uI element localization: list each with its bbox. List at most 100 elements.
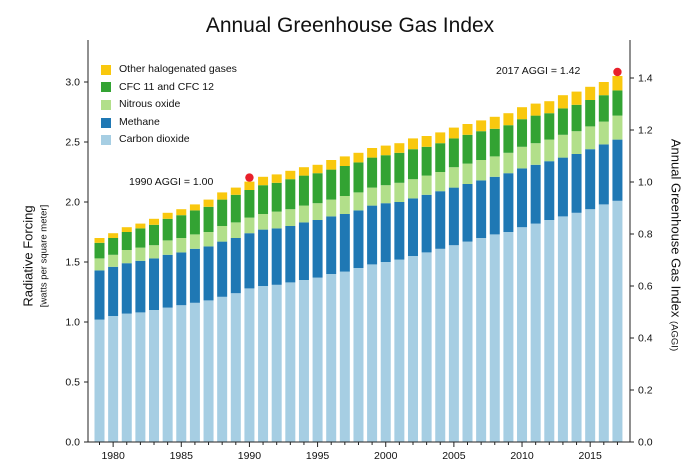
bar-nitrous-oxide-2002 <box>407 179 418 199</box>
bar-nitrous-oxide-1998 <box>353 192 364 211</box>
bar-cfc-11-and-cfc-12-1979 <box>94 242 105 259</box>
y2-axis-label-sub: (AGGI) <box>668 321 680 352</box>
bar-other-halogenated-gases-1986 <box>189 204 200 211</box>
bar-other-halogenated-gases-2014 <box>571 91 582 105</box>
bar-other-halogenated-gases-2006 <box>462 124 473 135</box>
bar-nitrous-oxide-1984 <box>162 240 173 255</box>
bar-nitrous-oxide-2010 <box>517 146 528 169</box>
legend-swatch <box>101 64 111 75</box>
bar-cfc-11-and-cfc-12-1987 <box>203 206 214 232</box>
x-tick-label: 2015 <box>579 450 603 462</box>
bar-other-halogenated-gases-1987 <box>203 199 214 207</box>
y-tick-label: 1.5 <box>65 257 80 269</box>
bar-cfc-11-and-cfc-12-2017 <box>612 90 623 116</box>
legend-item-cfc-11-and-cfc-12: CFC 11 and CFC 12 <box>101 79 237 97</box>
bar-cfc-11-and-cfc-12-1988 <box>217 199 228 226</box>
bar-carbon-dioxide-2010 <box>517 227 528 442</box>
bar-cfc-11-and-cfc-12-1984 <box>162 218 173 241</box>
bar-other-halogenated-gases-1982 <box>135 223 146 229</box>
bar-other-halogenated-gases-1980 <box>108 233 119 238</box>
bar-nitrous-oxide-1990 <box>244 217 255 234</box>
bar-methane-2010 <box>517 168 528 228</box>
bar-methane-2012 <box>544 161 555 220</box>
bar-cfc-11-and-cfc-12-1985 <box>176 215 187 238</box>
bar-cfc-11-and-cfc-12-1990 <box>244 190 255 218</box>
y2-tick-label: 0.6 <box>638 281 653 293</box>
bar-nitrous-oxide-1994 <box>298 205 309 223</box>
bar-cfc-11-and-cfc-12-1982 <box>135 228 146 248</box>
annotation-1990-aggi: 1990 AGGI = 1.00 <box>129 176 214 188</box>
bar-other-halogenated-gases-1998 <box>353 152 364 163</box>
bar-nitrous-oxide-1981 <box>121 250 132 264</box>
y-axis-label: Radiative Forcing <box>20 205 36 307</box>
bar-other-halogenated-gases-1983 <box>149 218 160 225</box>
bar-cfc-11-and-cfc-12-1991 <box>258 185 269 214</box>
legend-swatch <box>101 135 111 146</box>
bar-nitrous-oxide-1980 <box>108 254 119 267</box>
y-tick-label: 0.5 <box>65 377 80 389</box>
bar-cfc-11-and-cfc-12-1986 <box>189 210 200 235</box>
axes-layer: 0.0 0.5 1.0 1.5 2.0 2.5 3.0 0.0 0.2 0.4 0.6 0.8 1.0 1… <box>65 40 653 462</box>
bar-carbon-dioxide-2009 <box>503 232 514 442</box>
bar-carbon-dioxide-1998 <box>353 268 364 442</box>
bar-cfc-11-and-cfc-12-1993 <box>285 179 296 210</box>
y2-tick-label: 0.4 <box>638 333 653 345</box>
bar-nitrous-oxide-1997 <box>339 196 350 214</box>
bar-methane-1995 <box>312 220 323 278</box>
bar-cfc-11-and-cfc-12-2011 <box>530 115 541 144</box>
bar-cfc-11-and-cfc-12-1995 <box>312 173 323 204</box>
bar-methane-1996 <box>326 216 337 274</box>
legend-item-methane: Methane <box>101 114 237 132</box>
bar-other-halogenated-gases-1984 <box>162 212 173 219</box>
bar-methane-2011 <box>530 164 541 224</box>
bar-methane-2017 <box>612 139 623 201</box>
x-tick-label: 1980 <box>101 450 125 462</box>
legend-swatch <box>101 99 111 110</box>
bar-nitrous-oxide-2015 <box>585 126 596 150</box>
bar-carbon-dioxide-2000 <box>380 262 391 442</box>
bar-other-halogenated-gases-2015 <box>585 86 596 100</box>
bar-other-halogenated-gases-1995 <box>312 164 323 174</box>
bar-cfc-11-and-cfc-12-2008 <box>489 128 500 157</box>
bar-methane-2009 <box>503 173 514 232</box>
bar-other-halogenated-gases-1996 <box>326 160 337 170</box>
bar-carbon-dioxide-1987 <box>203 300 214 442</box>
bar-nitrous-oxide-2003 <box>421 175 432 195</box>
bar-other-halogenated-gases-2010 <box>517 107 528 120</box>
bar-methane-2005 <box>448 187 459 246</box>
bar-carbon-dioxide-2014 <box>571 212 582 442</box>
bar-carbon-dioxide-1989 <box>230 293 241 442</box>
bar-other-halogenated-gases-1979 <box>94 238 105 243</box>
bar-cfc-11-and-cfc-12-1992 <box>271 182 282 212</box>
bar-other-halogenated-gases-2016 <box>598 82 609 96</box>
bar-methane-1983 <box>149 258 160 310</box>
bar-other-halogenated-gases-2008 <box>489 116 500 129</box>
bar-methane-1982 <box>135 260 146 313</box>
legend-item-other-halogenated-gases: Other halogenated gases <box>101 61 237 79</box>
bar-nitrous-oxide-1989 <box>230 222 241 238</box>
y-tick-label: 2.5 <box>65 137 80 149</box>
bar-cfc-11-and-cfc-12-2000 <box>380 155 391 186</box>
bar-other-halogenated-gases-1988 <box>217 192 228 200</box>
bar-carbon-dioxide-2006 <box>462 241 473 442</box>
bar-nitrous-oxide-2012 <box>544 139 555 162</box>
bar-carbon-dioxide-1994 <box>298 280 309 442</box>
legend-swatch <box>101 117 111 128</box>
legend-label: Carbon dioxide <box>119 133 190 146</box>
y-tick-label: 0.0 <box>65 437 80 449</box>
bar-nitrous-oxide-2007 <box>476 160 487 181</box>
bar-cfc-11-and-cfc-12-2007 <box>476 131 487 160</box>
bar-cfc-11-and-cfc-12-2016 <box>598 95 609 122</box>
bar-methane-1980 <box>108 266 119 316</box>
bar-other-halogenated-gases-2009 <box>503 113 514 126</box>
bar-methane-1981 <box>121 263 132 314</box>
bar-carbon-dioxide-1981 <box>121 313 132 442</box>
bar-carbon-dioxide-1995 <box>312 277 323 442</box>
bar-carbon-dioxide-1999 <box>367 264 378 442</box>
bar-cfc-11-and-cfc-12-1980 <box>108 238 119 255</box>
y2-tick-label: 0.8 <box>638 229 653 241</box>
bar-nitrous-oxide-1995 <box>312 203 323 220</box>
y2-tick-label: 1.0 <box>638 177 653 189</box>
bar-methane-1994 <box>298 222 309 280</box>
